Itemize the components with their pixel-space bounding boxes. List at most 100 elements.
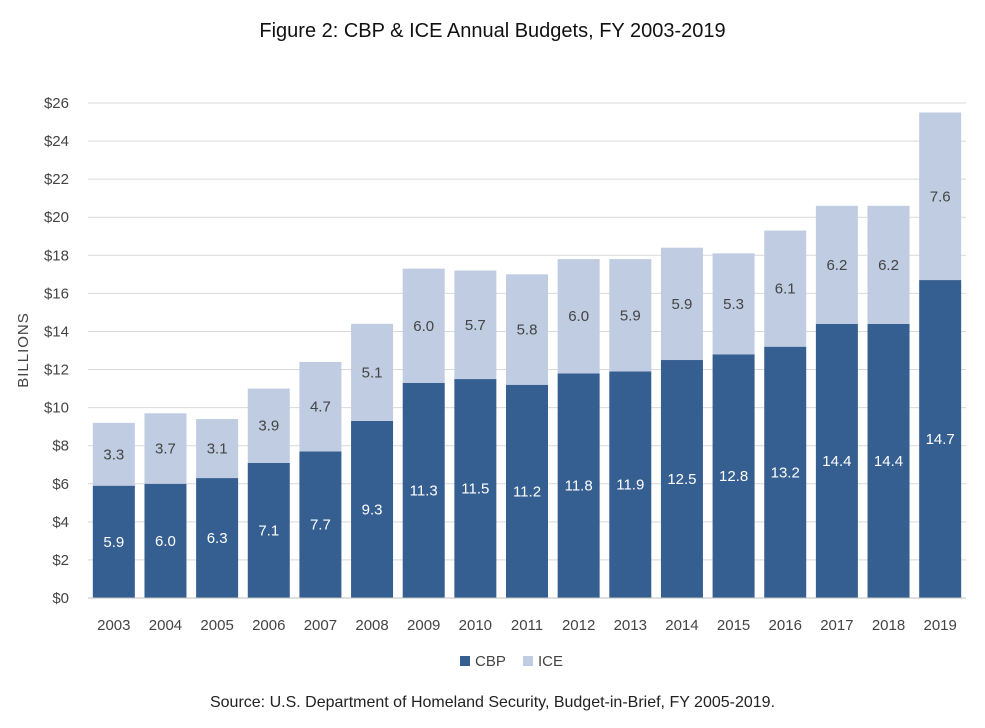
x-tick-label: 2016 [769,617,802,634]
bar-ice-2004 [144,413,187,484]
x-tick-label: 2003 [97,617,130,634]
bar-ice-2018 [867,205,910,324]
x-tick-label: 2011 [511,617,543,634]
bar-ice-2016 [764,230,807,347]
data-label-ice: 6.2 [826,257,847,274]
data-labels: 5.9 3.3 6.0 3.7 6.3 3.1 7.1 3.9 7.7 4.7 9.3 5.1 11.3… [103,188,954,551]
data-label-ice: 5.1 [362,364,383,381]
stacked-bar-chart: $0 $2 $4 $6 $8 $10 $12 $14 $16 $18 $20 $22 $24 $26 BI… [15,95,966,670]
y-tick-label: $18 [44,247,69,264]
x-tick-label: 2015 [717,617,750,634]
bar-ice-2007 [299,361,342,452]
y-tick-label: $22 [44,171,69,188]
bar-cbp-2016 [764,346,807,598]
y-axis-ticks: $0 $2 $4 $6 $8 $10 $12 $14 $16 $18 $20 $22 $24 $26 [44,95,69,607]
bar-ice-2015 [712,253,755,355]
bar-cbp-2005 [196,478,239,598]
bar-cbp-2012 [557,373,600,598]
data-label-cbp: 11.3 [410,482,438,499]
bar-cbp-2008 [351,420,394,598]
data-label-ice: 3.7 [155,441,176,458]
bar-cbp-2009 [402,382,445,598]
legend-label-ice: ICE [538,653,563,670]
data-label-cbp: 7.7 [310,517,331,534]
y-tick-label: $24 [44,133,69,150]
data-label-cbp: 9.3 [362,501,383,518]
x-tick-label: 2007 [304,617,337,634]
y-tick-label: $4 [52,514,69,531]
data-label-cbp: 11.9 [616,477,644,494]
y-tick-label: $8 [52,438,69,455]
data-label-ice: 3.9 [258,418,279,435]
bar-ice-2006 [247,388,290,463]
x-tick-label: 2014 [665,617,698,634]
bar-cbp-2006 [247,462,290,598]
x-tick-label: 2006 [252,617,285,634]
data-label-cbp: 11.2 [513,483,541,500]
chart-title: Figure 2: CBP & ICE Annual Budgets, FY 2… [259,20,726,42]
data-label-cbp: 11.8 [565,478,593,495]
y-tick-label: $0 [52,590,69,607]
bar-ice-2011 [506,274,548,385]
legend-swatch-cbp [460,656,470,666]
bar-cbp-2018 [867,323,910,598]
x-tick-label: 2012 [562,617,595,634]
bar-ice-2014 [660,247,703,361]
data-label-cbp: 14.7 [926,431,955,448]
data-label-ice: 5.8 [517,322,538,339]
data-label-cbp: 7.1 [258,522,279,539]
data-label-cbp: 5.9 [103,534,124,551]
y-tick-label: $26 [44,95,69,112]
y-axis-label: BILLIONS [15,312,32,388]
x-tick-label: 2010 [459,617,492,634]
x-tick-label: 2018 [872,617,905,634]
y-tick-label: $16 [44,285,69,302]
bar-cbp-2010 [454,379,497,598]
x-tick-label: 2005 [200,617,233,634]
x-tick-label: 2019 [923,617,956,634]
x-tick-label: 2004 [149,617,182,634]
y-tick-label: $2 [52,552,69,569]
data-label-ice: 3.3 [103,446,124,463]
bar-ice-2010 [454,270,497,380]
x-tick-label: 2013 [614,617,647,634]
bar-ice-2012 [557,259,600,374]
legend-label-cbp: CBP [475,653,506,670]
x-tick-label: 2017 [820,617,853,634]
data-label-ice: 6.0 [568,308,589,325]
bar-ice-2005 [196,419,239,479]
x-tick-label: 2009 [407,617,440,634]
data-label-ice: 4.7 [310,399,331,416]
data-label-cbp: 14.4 [874,453,903,470]
bar-cbp-2003 [92,485,135,598]
data-label-cbp: 11.5 [461,481,489,498]
bar-ice-2017 [815,205,858,324]
bar-cbp-2014 [660,360,703,598]
bar-cbp-2011 [506,384,548,598]
data-label-ice: 5.9 [620,307,641,324]
data-label-cbp: 12.5 [667,471,696,488]
data-label-ice: 6.0 [413,318,434,335]
data-label-ice: 5.7 [465,317,486,334]
bar-ice-2008 [351,323,394,421]
y-tick-label: $20 [44,209,69,226]
data-label-ice: 6.1 [775,281,796,298]
y-tick-label: $12 [44,362,69,379]
bar-cbp-2004 [144,483,187,598]
bar-ice-2013 [609,259,652,372]
x-axis-ticks: 2003 2004 2005 2006 2007 2008 2009 2010 2011 2012… [97,617,957,634]
data-label-cbp: 6.3 [207,530,228,547]
y-tick-label: $14 [44,323,69,340]
data-label-cbp: 12.8 [719,468,748,485]
x-tick-label: 2008 [355,617,388,634]
y-tick-label: $10 [44,400,69,417]
bar-cbp-2019 [919,280,962,598]
bar-ice-2009 [402,268,445,383]
data-label-ice: 7.6 [930,188,951,205]
legend-swatch-ice [523,656,533,666]
data-label-cbp: 6.0 [155,533,176,550]
bar-ice-2003 [92,422,135,486]
data-label-ice: 5.9 [672,296,693,313]
bar-cbp-2015 [712,354,755,598]
data-label-cbp: 13.2 [771,464,800,481]
